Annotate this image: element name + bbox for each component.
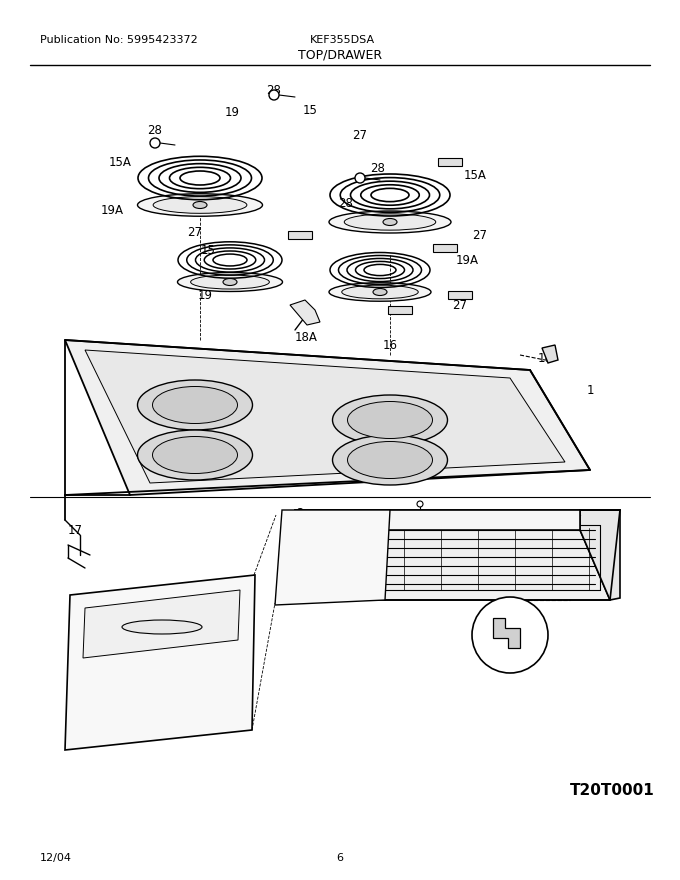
Circle shape <box>269 90 279 100</box>
Polygon shape <box>433 244 457 252</box>
Text: 27: 27 <box>352 128 367 142</box>
Ellipse shape <box>153 196 247 213</box>
Ellipse shape <box>383 218 397 225</box>
Text: 15: 15 <box>201 244 216 256</box>
Text: 17: 17 <box>67 524 82 537</box>
Ellipse shape <box>333 435 447 485</box>
Text: 15: 15 <box>303 104 318 116</box>
Text: 28: 28 <box>339 196 354 209</box>
Text: 18: 18 <box>538 351 552 364</box>
Polygon shape <box>448 291 472 299</box>
Ellipse shape <box>137 380 252 430</box>
Text: 7: 7 <box>506 634 514 647</box>
Polygon shape <box>275 510 390 605</box>
Polygon shape <box>288 231 312 239</box>
Polygon shape <box>85 350 565 483</box>
Text: 15A: 15A <box>464 168 486 181</box>
Ellipse shape <box>329 211 451 233</box>
Polygon shape <box>388 306 412 314</box>
Polygon shape <box>65 575 255 750</box>
Ellipse shape <box>190 275 269 289</box>
Ellipse shape <box>333 395 447 445</box>
Polygon shape <box>65 340 590 495</box>
Text: T20T0001: T20T0001 <box>570 782 655 797</box>
Text: 18A: 18A <box>294 331 318 343</box>
Circle shape <box>417 501 423 507</box>
Text: 28: 28 <box>148 123 163 136</box>
Ellipse shape <box>329 282 431 301</box>
Ellipse shape <box>152 436 237 473</box>
Text: TOP/DRAWER: TOP/DRAWER <box>298 48 382 62</box>
Polygon shape <box>83 590 240 658</box>
Text: Publication No: 5995423372: Publication No: 5995423372 <box>40 35 198 45</box>
Text: 19: 19 <box>197 289 213 302</box>
Text: 19A: 19A <box>101 203 124 216</box>
Ellipse shape <box>122 620 202 634</box>
Polygon shape <box>295 530 610 600</box>
Text: 16: 16 <box>382 339 398 351</box>
Ellipse shape <box>347 401 432 438</box>
Ellipse shape <box>137 430 252 480</box>
Ellipse shape <box>193 202 207 209</box>
Text: 6: 6 <box>337 853 343 863</box>
Text: 15A: 15A <box>109 156 131 168</box>
Text: 27: 27 <box>473 229 488 241</box>
Ellipse shape <box>223 278 237 285</box>
Ellipse shape <box>373 289 387 296</box>
Text: KEF355DSA: KEF355DSA <box>310 35 375 45</box>
Text: 1: 1 <box>586 384 594 397</box>
Polygon shape <box>438 158 462 166</box>
Text: 19A: 19A <box>456 253 479 267</box>
Text: 2: 2 <box>296 507 304 519</box>
Ellipse shape <box>342 285 418 299</box>
Text: 19: 19 <box>224 106 239 119</box>
Text: 12/04: 12/04 <box>40 853 72 863</box>
Polygon shape <box>290 300 320 325</box>
Text: 28: 28 <box>371 162 386 174</box>
Circle shape <box>472 597 548 673</box>
Text: 4: 4 <box>134 714 141 727</box>
Polygon shape <box>542 345 558 363</box>
Text: 27: 27 <box>452 298 467 312</box>
Circle shape <box>355 173 365 183</box>
Ellipse shape <box>344 214 436 231</box>
Ellipse shape <box>137 194 262 216</box>
Text: 27: 27 <box>188 225 203 238</box>
Polygon shape <box>295 510 580 530</box>
Text: 28: 28 <box>267 84 282 97</box>
Polygon shape <box>580 510 620 600</box>
Ellipse shape <box>347 442 432 479</box>
Ellipse shape <box>177 273 282 291</box>
Ellipse shape <box>152 386 237 423</box>
Polygon shape <box>493 618 520 648</box>
Circle shape <box>150 138 160 148</box>
